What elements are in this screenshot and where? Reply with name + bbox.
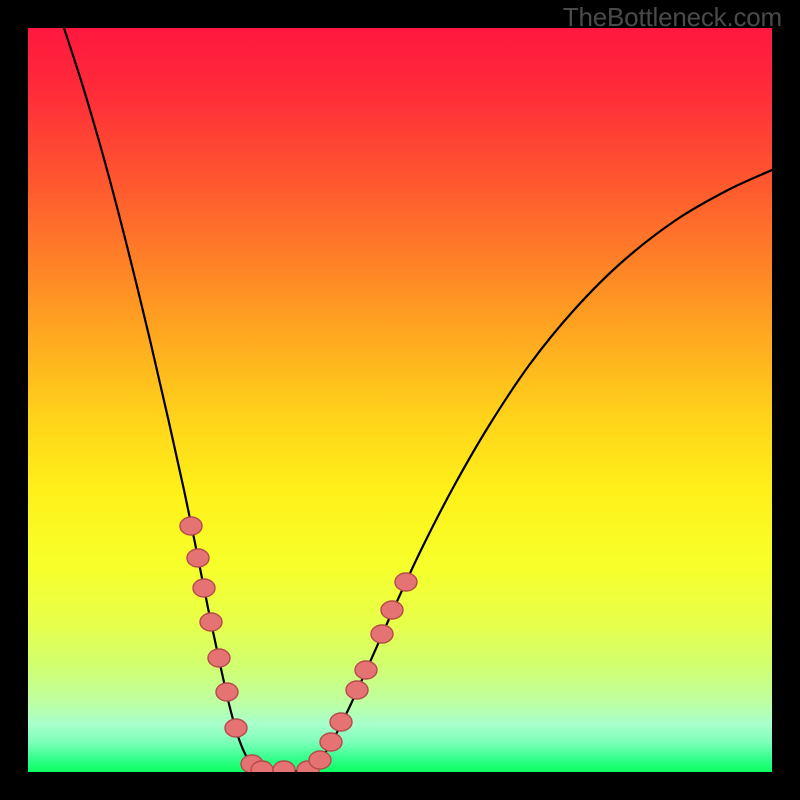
- data-marker: [395, 573, 417, 591]
- data-marker: [371, 625, 393, 643]
- data-marker: [320, 733, 342, 751]
- data-marker: [381, 601, 403, 619]
- data-marker: [208, 649, 230, 667]
- data-marker: [200, 613, 222, 631]
- data-marker: [180, 517, 202, 535]
- data-marker: [187, 549, 209, 567]
- data-marker: [355, 661, 377, 679]
- data-marker: [330, 713, 352, 731]
- data-marker: [225, 719, 247, 737]
- data-marker: [193, 579, 215, 597]
- data-marker: [216, 683, 238, 701]
- data-marker: [346, 681, 368, 699]
- bottleneck-curve: [64, 28, 772, 771]
- data-marker: [273, 761, 295, 772]
- curve-layer: [28, 28, 772, 772]
- data-marker: [309, 751, 331, 769]
- plot-area: [28, 28, 772, 772]
